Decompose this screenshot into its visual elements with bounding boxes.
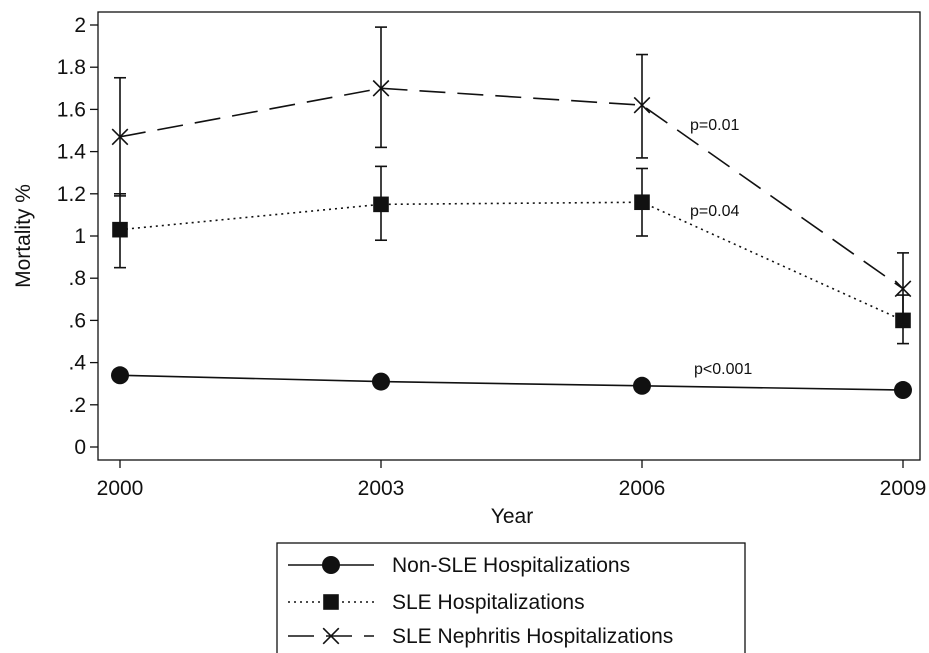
circle-marker bbox=[111, 366, 129, 385]
annotations: p<0.001 p=0.04 p=0.01 bbox=[690, 117, 752, 378]
x-marker-stroke bbox=[322, 627, 340, 645]
circle-marker bbox=[372, 372, 390, 391]
x-axis: 2000 2003 2006 2009 bbox=[97, 460, 927, 500]
x-marker-stroke bbox=[894, 280, 912, 298]
x-tick-label: 2003 bbox=[358, 477, 405, 500]
y-tick-label: .6 bbox=[68, 309, 86, 332]
legend: Non-SLE Hospitalizations SLE Hospitalizat… bbox=[276, 542, 746, 653]
y-tick-label: 1 bbox=[74, 225, 86, 248]
series-line bbox=[119, 374, 904, 391]
x-marker bbox=[372, 79, 390, 97]
x-marker-stroke bbox=[633, 96, 651, 114]
series-line bbox=[119, 201, 904, 322]
x-marker bbox=[894, 280, 912, 298]
square-marker bbox=[634, 194, 650, 211]
p-value-annotation: p=0.01 bbox=[690, 117, 739, 134]
y-tick-label: 0 bbox=[74, 436, 86, 459]
x-marker-stroke bbox=[111, 128, 129, 146]
x-tick-label: 2000 bbox=[97, 477, 144, 500]
series-square bbox=[112, 165, 911, 345]
y-tick-label: 1.4 bbox=[57, 141, 87, 164]
x-axis-title: Year bbox=[491, 505, 533, 528]
p-value-annotation: p<0.001 bbox=[694, 361, 752, 378]
x-marker bbox=[633, 96, 651, 114]
legend-label: SLE Nephritis Hospitalizations bbox=[392, 625, 673, 648]
square-marker bbox=[112, 221, 128, 238]
y-tick-label: 1.6 bbox=[57, 98, 86, 121]
y-tick-label: 1.2 bbox=[57, 183, 86, 206]
legend-label: Non-SLE Hospitalizations bbox=[392, 554, 630, 577]
legend-label: SLE Hospitalizations bbox=[392, 591, 585, 614]
y-axis: 0 .2 .4 .6 .8 1 1.2 1.4 1.6 1.8 2 bbox=[57, 14, 98, 459]
series-x bbox=[111, 26, 912, 326]
x-marker-stroke bbox=[372, 79, 390, 97]
x-marker bbox=[111, 128, 129, 146]
y-tick-label: 1.8 bbox=[57, 56, 86, 79]
legend-item: Non-SLE Hospitalizations bbox=[288, 554, 630, 577]
square-marker bbox=[323, 594, 339, 610]
circle-marker bbox=[894, 381, 912, 400]
p-value-annotation: p=0.04 bbox=[690, 203, 739, 220]
y-axis-title: Mortality % bbox=[12, 184, 35, 288]
y-tick-label: .2 bbox=[68, 394, 86, 417]
series-line bbox=[119, 87, 904, 290]
square-marker bbox=[373, 196, 389, 213]
x-marker bbox=[322, 627, 340, 645]
y-tick-label: 2 bbox=[74, 14, 86, 37]
series-circle bbox=[111, 366, 912, 400]
legend-box bbox=[276, 542, 746, 653]
circle-marker bbox=[322, 556, 340, 574]
plot-frame bbox=[97, 11, 921, 461]
y-tick-label: .8 bbox=[68, 267, 86, 290]
x-tick-label: 2006 bbox=[619, 477, 666, 500]
legend-item: SLE Nephritis Hospitalizations bbox=[288, 625, 673, 648]
y-tick-label: .4 bbox=[68, 352, 86, 375]
x-tick-label: 2009 bbox=[880, 477, 927, 500]
legend-item: SLE Hospitalizations bbox=[288, 591, 585, 614]
series-layer bbox=[111, 26, 912, 400]
circle-marker bbox=[633, 376, 651, 395]
